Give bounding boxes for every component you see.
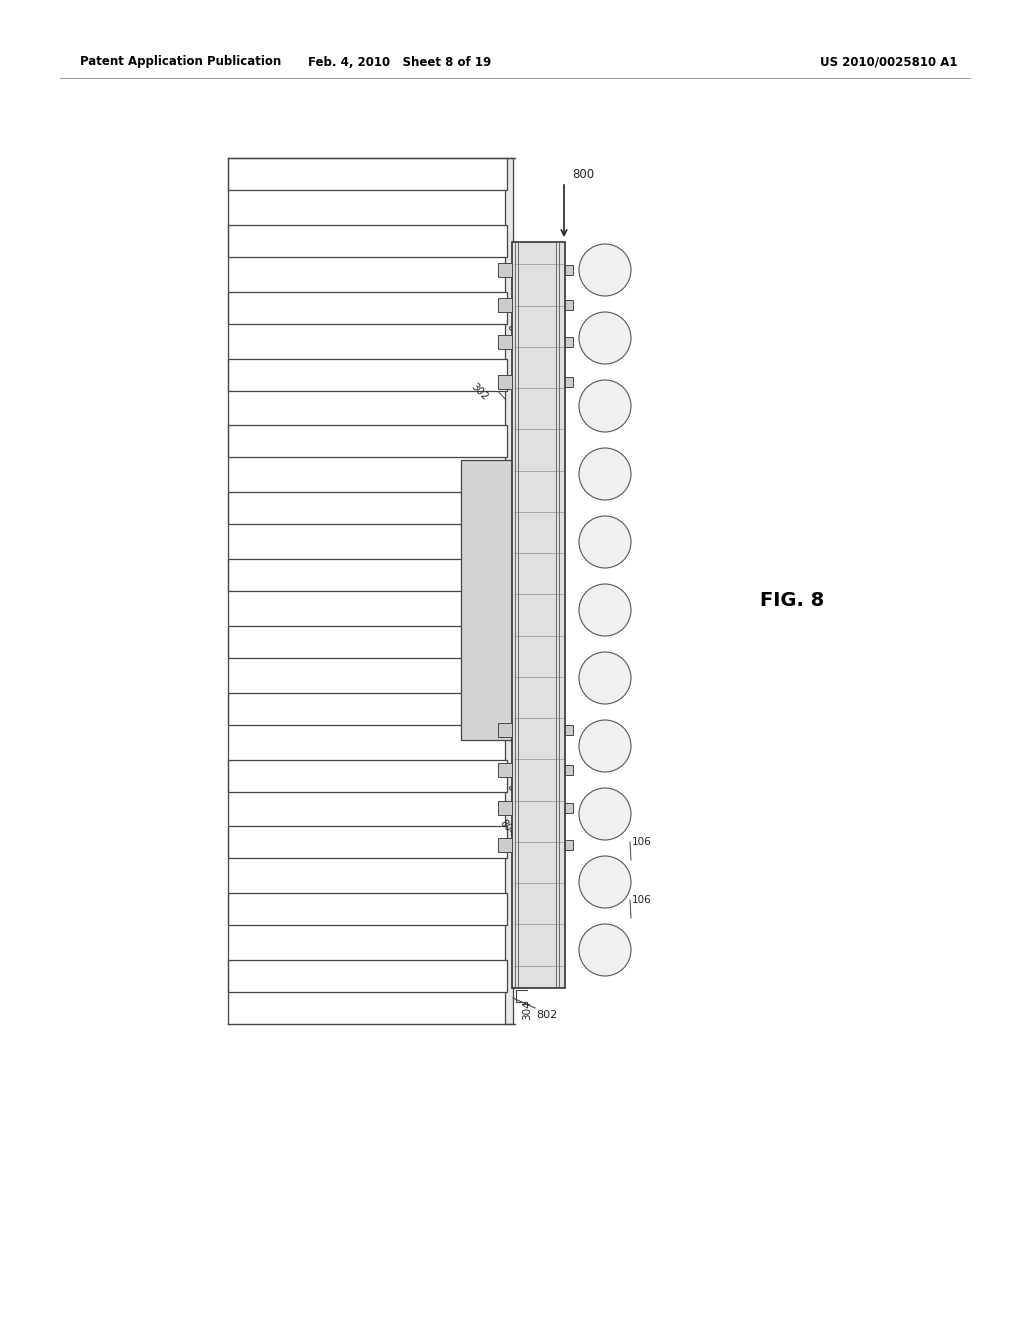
Bar (565, 840, 573, 850)
Text: 804: 804 (518, 252, 538, 272)
Bar (461, 459, 515, 741)
Text: 302: 302 (469, 381, 490, 403)
Text: 804: 804 (512, 285, 531, 306)
Bar (565, 378, 573, 387)
Bar (565, 803, 573, 813)
Bar (498, 335, 512, 348)
Bar (498, 375, 512, 389)
Bar (565, 265, 573, 275)
Bar (512, 242, 565, 987)
Text: US 2010/0025810 A1: US 2010/0025810 A1 (820, 55, 957, 69)
Text: Patent Application Publication: Patent Application Publication (80, 55, 282, 69)
Circle shape (579, 719, 631, 772)
Text: 804: 804 (518, 710, 538, 730)
Circle shape (579, 380, 631, 432)
Bar (228, 894, 507, 925)
Bar (228, 158, 507, 190)
Text: 804: 804 (505, 781, 524, 803)
Text: 800: 800 (572, 169, 594, 181)
Circle shape (579, 516, 631, 568)
Bar (228, 693, 507, 725)
Bar (498, 723, 512, 737)
Circle shape (579, 855, 631, 908)
Circle shape (579, 924, 631, 975)
Bar (228, 558, 507, 591)
Bar (498, 298, 512, 312)
Bar (565, 725, 573, 735)
Text: 804: 804 (505, 322, 524, 342)
Bar (498, 838, 512, 851)
Bar (565, 766, 573, 775)
Bar (498, 763, 512, 777)
Bar (498, 263, 512, 277)
Text: 106: 106 (632, 837, 651, 847)
Bar (565, 337, 573, 347)
Bar (228, 359, 507, 391)
Text: Feb. 4, 2010   Sheet 8 of 19: Feb. 4, 2010 Sheet 8 of 19 (308, 55, 492, 69)
Bar (228, 292, 507, 323)
Text: 804: 804 (498, 818, 517, 838)
Bar (228, 492, 507, 524)
Bar (228, 960, 507, 993)
Bar (565, 300, 573, 310)
Bar (228, 626, 507, 657)
Bar (228, 826, 507, 858)
Circle shape (579, 788, 631, 840)
Circle shape (579, 652, 631, 704)
Text: 508: 508 (470, 595, 492, 605)
Circle shape (579, 447, 631, 500)
Bar (505, 158, 513, 1024)
Bar (228, 425, 507, 457)
Text: 304: 304 (522, 1001, 532, 1020)
Circle shape (579, 244, 631, 296)
Text: FIG. 8: FIG. 8 (760, 590, 824, 610)
Bar (498, 801, 512, 814)
Text: 804: 804 (512, 746, 531, 766)
Circle shape (579, 312, 631, 364)
Bar (228, 224, 507, 257)
Text: 106: 106 (632, 895, 651, 906)
Bar (228, 759, 507, 792)
Text: 802: 802 (536, 1010, 557, 1020)
Circle shape (579, 583, 631, 636)
